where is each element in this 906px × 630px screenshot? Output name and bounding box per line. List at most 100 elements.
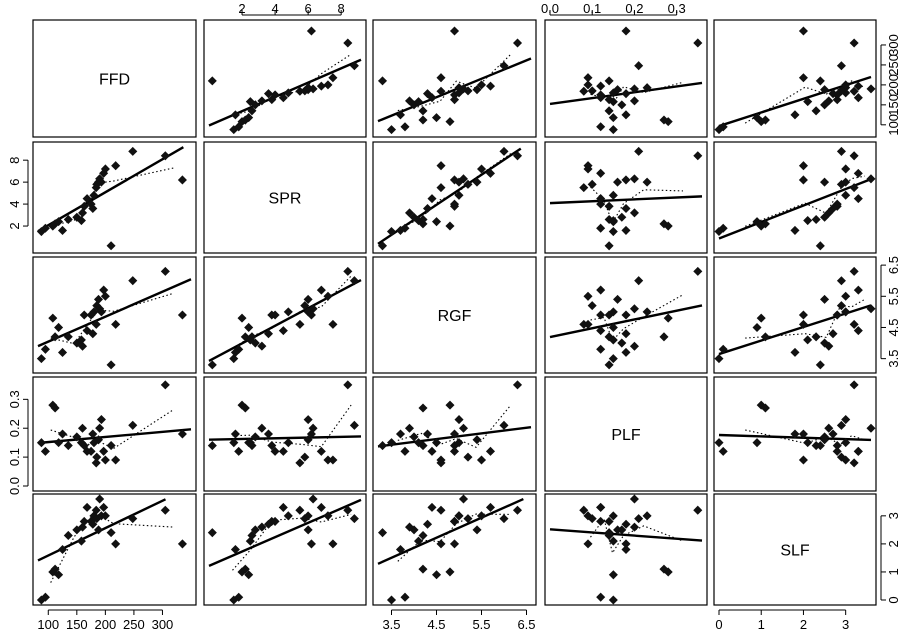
data-point-plf-ffd	[54, 438, 64, 448]
data-point-slf-rgf	[400, 592, 410, 602]
data-point-rgf-plf	[693, 266, 703, 276]
data-point-rgf-spr	[230, 347, 240, 357]
data-point-plf-spr	[230, 429, 240, 439]
data-point-plf-rgf	[378, 441, 388, 451]
data-point-slf-plf	[608, 595, 618, 605]
data-point-ffd-rgf	[445, 117, 455, 127]
data-point-rgf-plf	[596, 285, 606, 295]
data-point-slf-rgf	[386, 595, 397, 605]
regression-line-plf-spr	[208, 435, 362, 441]
tick-label-bottom-slf: 1	[758, 617, 765, 630]
data-point-ffd-slf	[752, 113, 762, 123]
panel-frame-rgf-plf	[544, 256, 708, 374]
data-point-slf-ffd	[177, 539, 187, 549]
data-point-rgf-ffd	[91, 319, 101, 329]
tick-label-right-ffd: 300	[886, 34, 901, 56]
data-point-rgf-plf	[608, 335, 618, 345]
data-point-spr-rgf	[436, 161, 446, 171]
data-point-slf-spr	[270, 516, 280, 526]
data-point-slf-plf	[583, 511, 593, 521]
tick-label-bottom-ffd: 150	[66, 617, 88, 630]
smoother-spr-plf	[590, 186, 684, 225]
panel-frame-ffd-slf	[713, 19, 877, 138]
tick-label-bottom-rgf: 4.5	[427, 617, 445, 630]
data-point-spr-slf	[760, 219, 770, 229]
data-point-rgf-ffd	[78, 341, 88, 351]
data-point-plf-spr	[295, 458, 305, 468]
data-point-ffd-plf	[659, 115, 669, 125]
data-point-spr-plf	[629, 208, 639, 218]
data-point-slf-ffd	[54, 570, 64, 580]
data-point-rgf-slf	[849, 266, 859, 276]
data-point-slf-spr	[306, 539, 316, 549]
data-point-spr-ffd	[89, 190, 99, 200]
data-point-ffd-slf	[760, 115, 770, 125]
data-point-plf-spr	[278, 446, 288, 456]
data-point-slf-spr	[343, 505, 353, 515]
data-point-plf-ffd	[63, 441, 73, 451]
data-point-spr-ffd	[79, 201, 89, 211]
data-point-plf-spr	[207, 441, 217, 451]
data-point-ffd-plf	[621, 26, 631, 36]
smoother-spr-rgf	[397, 153, 512, 231]
data-point-plf-spr	[250, 432, 260, 442]
data-point-plf-rgf	[427, 446, 437, 456]
data-point-slf-rgf	[458, 494, 469, 504]
data-point-spr-ffd	[96, 177, 106, 187]
data-point-ffd-slf	[798, 73, 808, 83]
data-point-slf-rgf	[485, 502, 496, 512]
data-point-rgf-slf	[752, 322, 762, 333]
panel-frame-spr-spr	[203, 141, 367, 254]
data-point-ffd-plf	[583, 73, 593, 83]
data-point-rgf-plf	[634, 276, 644, 286]
data-point-ffd-slf	[832, 95, 842, 105]
data-point-slf-ffd	[82, 502, 92, 512]
data-point-rgf-ffd	[106, 360, 116, 370]
data-point-rgf-ffd	[128, 276, 138, 286]
smoother-plf-rgf	[397, 404, 512, 448]
data-point-rgf-slf	[866, 304, 876, 314]
data-point-rgf-plf	[596, 310, 606, 320]
data-point-plf-rgf	[476, 455, 487, 465]
data-point-rgf-spr	[270, 310, 280, 320]
data-point-ffd-plf	[596, 122, 606, 132]
data-point-plf-rgf	[409, 432, 419, 442]
data-point-spr-slf	[798, 161, 808, 171]
regression-line-spr-ffd	[37, 146, 184, 233]
data-point-spr-ffd	[40, 223, 50, 233]
data-point-rgf-slf	[790, 347, 800, 357]
panel-frame-spr-ffd	[32, 141, 197, 254]
data-point-spr-plf	[621, 203, 631, 214]
data-point-plf-spr	[234, 446, 244, 456]
data-point-ffd-slf	[798, 26, 808, 36]
data-point-ffd-plf	[629, 84, 639, 94]
data-point-rgf-plf	[621, 329, 631, 339]
data-point-plf-ffd	[92, 452, 102, 462]
panel-frame-slf-plf	[544, 493, 708, 606]
data-point-spr-rgf	[499, 146, 509, 156]
data-point-rgf-ffd	[99, 285, 109, 295]
panel-frame-spr-slf	[713, 141, 877, 254]
data-point-plf-rgf	[454, 415, 464, 425]
tick-label-bottom-rgf: 5.5	[472, 617, 490, 630]
data-point-spr-plf	[634, 146, 644, 156]
data-point-plf-ffd	[95, 423, 105, 433]
tick-label-right-ffd: 150	[886, 94, 901, 116]
smoother-ffd-plf	[590, 81, 684, 106]
data-point-slf-plf	[634, 514, 644, 524]
data-point-ffd-plf	[604, 106, 614, 116]
data-point-plf-rgf	[485, 446, 496, 456]
data-point-rgf-plf	[621, 347, 631, 357]
panel-frame-rgf-rgf	[372, 256, 537, 374]
data-point-plf-spr	[349, 420, 359, 430]
data-point-rgf-slf	[853, 285, 863, 295]
data-point-ffd-spr	[316, 81, 326, 91]
data-point-slf-spr	[328, 539, 338, 549]
tick-label-right-rgf: 6.5	[886, 256, 901, 274]
data-point-slf-plf	[613, 525, 623, 535]
data-point-ffd-rgf	[400, 122, 410, 132]
regression-line-spr-slf	[718, 177, 872, 240]
panel-frame-rgf-spr	[203, 256, 367, 374]
data-point-plf-slf	[718, 446, 728, 456]
data-point-rgf-spr	[283, 307, 293, 317]
